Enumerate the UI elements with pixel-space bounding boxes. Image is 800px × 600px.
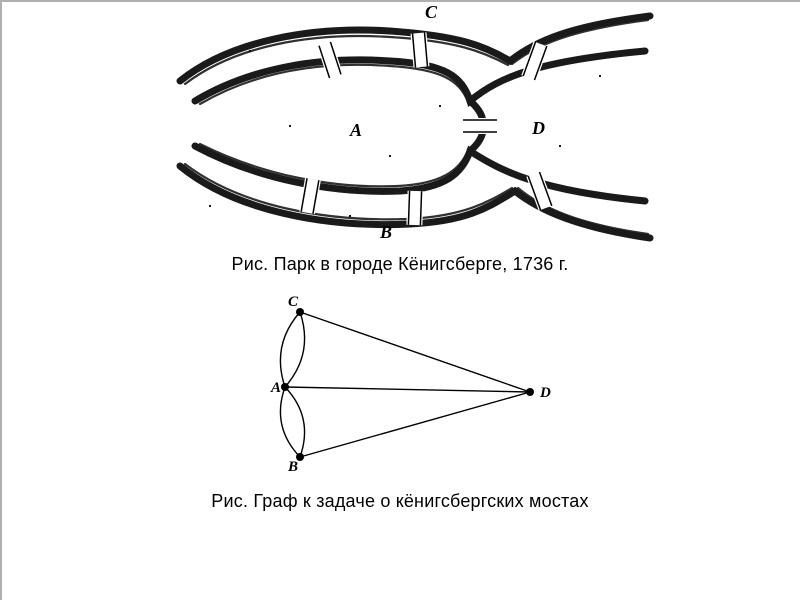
graph-figure: A B C D (0, 287, 800, 477)
bridge-A-C (319, 42, 341, 78)
land-label-A: A (349, 120, 362, 140)
land-labels: A B C D (349, 6, 545, 242)
map-figure: A B C D (0, 0, 800, 246)
map-caption: Рис. Парк в городе Кёнигсберге, 1736 г. (0, 254, 800, 275)
edge-C-D (300, 312, 530, 392)
node-label-D: D (539, 385, 551, 401)
edges (280, 312, 530, 457)
node-label-A: A (270, 380, 281, 396)
edge-A-B (280, 387, 300, 457)
bridge-A-B (408, 191, 421, 225)
node-label-C: C (288, 294, 299, 310)
edge-A-C (285, 312, 305, 387)
edge-A-C (280, 312, 300, 387)
graph-caption: Рис. Граф к задаче о кёнигсбергских мост… (0, 491, 800, 512)
konigsberg-map: A B C D (140, 6, 660, 246)
bridge-A-D (463, 120, 497, 132)
land-label-B: B (379, 222, 392, 242)
konigsberg-graph: A B C D (220, 287, 580, 477)
node-label-B: B (287, 459, 298, 475)
land-label-C: C (425, 6, 438, 22)
land-label-D: D (531, 118, 545, 138)
node-D (526, 388, 534, 396)
node-A (281, 383, 289, 391)
edge-A-D (285, 387, 530, 392)
edge-B-D (300, 392, 530, 457)
bridge-A-C (413, 33, 428, 68)
edge-A-B (285, 387, 305, 457)
